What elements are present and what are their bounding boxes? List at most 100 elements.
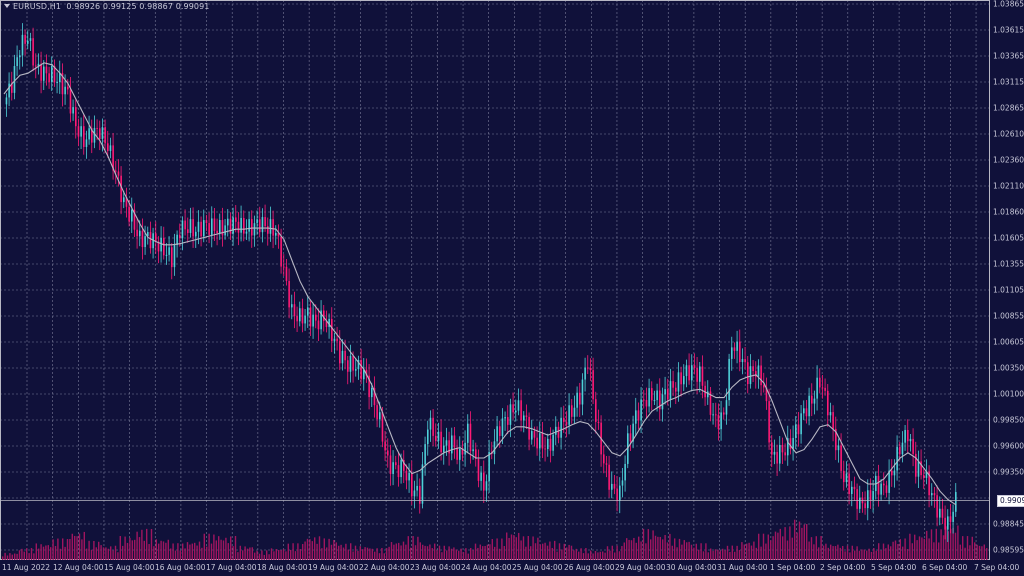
volume-bar <box>98 541 100 560</box>
candle-body <box>387 450 389 456</box>
volume-bar <box>882 543 885 560</box>
volume-bar <box>422 544 424 560</box>
candle-body <box>171 247 173 268</box>
volume-bar <box>570 545 573 560</box>
chart-area[interactable]: EURUSD,H1 0.98926 0.99125 0.98867 0.9909… <box>0 0 990 560</box>
time-tick-label: 22 Aug 04:00 <box>359 563 410 572</box>
price-tick-label: 1.01105 <box>993 285 1024 295</box>
candle-body <box>291 304 293 308</box>
candle-body <box>685 365 688 377</box>
time-tick-label: 16 Aug 04:00 <box>155 563 206 572</box>
dropdown-triangle-icon[interactable] <box>4 4 10 8</box>
candle-body <box>453 435 456 448</box>
candle-body <box>173 245 176 268</box>
candle-body <box>67 86 69 90</box>
volume-bar <box>801 527 803 560</box>
volume-bar <box>474 543 477 560</box>
volume-bar <box>786 540 789 560</box>
candle-body <box>411 472 413 497</box>
volume-bar <box>88 540 90 560</box>
volume-bar <box>830 544 832 560</box>
candle-body <box>805 408 808 417</box>
candle-body <box>187 229 189 233</box>
price-tick-label: 1.01355 <box>993 259 1024 269</box>
volume-bar <box>796 532 798 560</box>
candle-body <box>285 266 288 281</box>
volume-bar <box>628 539 630 560</box>
volume-bar <box>95 547 97 560</box>
candle-body <box>755 371 757 377</box>
volume-bar <box>654 535 657 560</box>
volume-bar <box>906 549 909 560</box>
volume-bar <box>153 546 155 560</box>
volume-bar <box>35 543 37 560</box>
candle-body <box>952 511 954 522</box>
candle-body <box>701 366 704 386</box>
volume-bar <box>779 528 781 560</box>
volume-bar <box>690 544 693 560</box>
candle-body <box>91 128 93 143</box>
candle-body <box>245 231 248 234</box>
time-axis[interactable]: 11 Aug 2022 12 Aug 04:00 15 Aug 04:00 16 Au… <box>0 560 1024 576</box>
volume-bar <box>395 543 397 560</box>
volume-bar <box>582 553 585 560</box>
volume-bar <box>676 547 678 560</box>
volume-bar <box>863 549 865 560</box>
candle-body <box>405 470 408 481</box>
volume-bar <box>215 540 217 560</box>
volume-bar <box>45 545 47 560</box>
volume-bar <box>640 541 642 560</box>
candle-body <box>144 236 146 248</box>
volume-bar <box>590 550 592 560</box>
candle-body <box>429 417 432 430</box>
volume-bar <box>534 543 537 560</box>
candle-body <box>115 170 117 172</box>
candle-body <box>475 449 477 459</box>
candle-body <box>504 417 506 419</box>
volume-bar <box>2 556 4 560</box>
candle-body <box>432 417 434 436</box>
volume-bar <box>270 548 273 560</box>
price-axis[interactable]: 1.03865 1.03615 1.03365 1.03115 1.02865 1.026… <box>990 0 1024 560</box>
volume-bar <box>921 537 923 560</box>
candle-body <box>715 414 717 416</box>
candle-body <box>741 359 744 363</box>
volume-bar <box>947 531 949 560</box>
candle-body <box>576 392 578 408</box>
volume-bar <box>378 553 381 560</box>
candle-body <box>928 471 930 496</box>
volume-bar <box>69 539 71 560</box>
volume-bar <box>412 536 414 560</box>
volume-bar <box>417 536 419 560</box>
volume-bar <box>902 546 904 560</box>
time-tick-label: 19 Aug 04:00 <box>308 563 359 572</box>
volume-bar <box>338 545 340 560</box>
candle-body <box>272 219 274 236</box>
volume-bar <box>165 542 167 560</box>
volume-bar <box>446 550 448 560</box>
candle-body <box>13 66 16 93</box>
volume-bar <box>630 540 633 560</box>
candle-body <box>829 412 832 416</box>
volume-bar <box>302 544 304 560</box>
candle-body <box>237 221 240 233</box>
volume-bar <box>323 538 325 560</box>
candle-body <box>557 426 560 438</box>
volume-bar <box>978 545 981 560</box>
candle-body <box>24 34 26 44</box>
candle-body <box>645 400 648 407</box>
candle-body <box>365 369 368 376</box>
candle-body <box>544 448 546 450</box>
candle-body <box>651 388 653 401</box>
candle-body <box>477 458 480 481</box>
volume-bar <box>815 536 817 560</box>
volume-bar <box>522 536 525 560</box>
candle-body <box>472 449 474 452</box>
volume-bar <box>726 545 729 560</box>
candle-body <box>501 418 504 436</box>
candle-body <box>856 489 858 509</box>
candle-body <box>419 485 421 504</box>
volume-bar <box>954 532 957 560</box>
volume-bar <box>93 540 95 560</box>
volume-bar <box>530 546 532 560</box>
